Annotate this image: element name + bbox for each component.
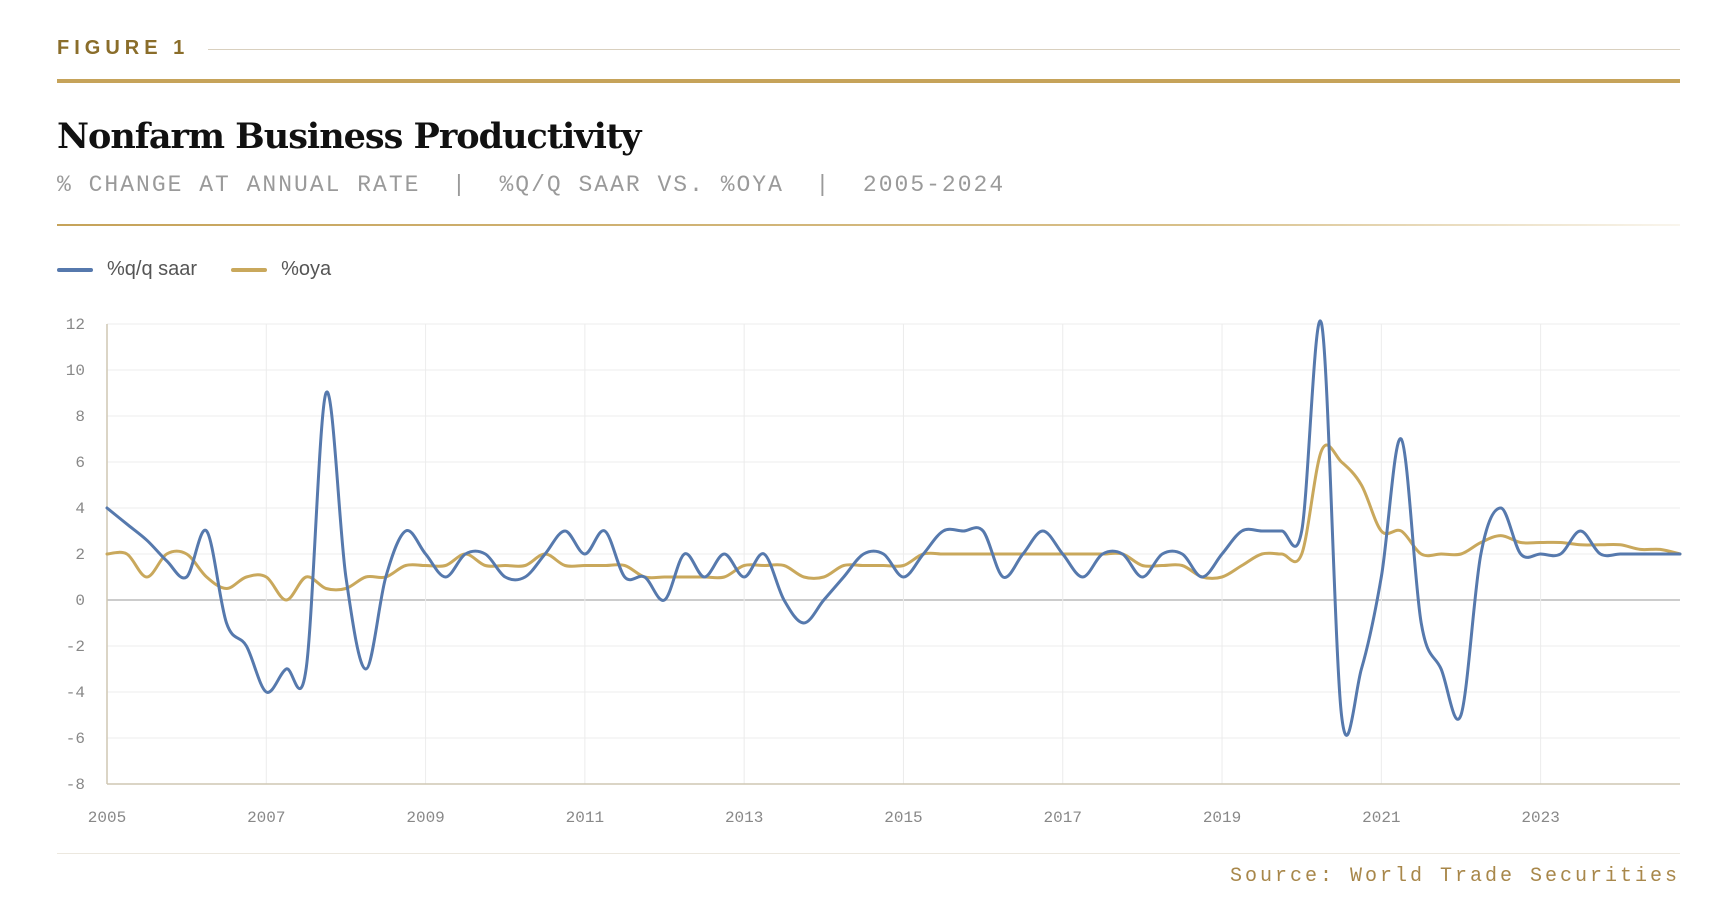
y-tick-label: -6 (66, 730, 85, 748)
legend-swatch-qq (57, 267, 93, 272)
y-tick-label: -2 (66, 638, 85, 656)
x-tick-label: 2017 (1044, 809, 1082, 827)
x-tick-label: 2023 (1521, 809, 1559, 827)
x-tick-label: 2007 (247, 809, 285, 827)
figure-label: FIGURE 1 (57, 37, 190, 59)
legend-label-qq: %q/q saar (107, 258, 198, 280)
y-tick-label: -4 (66, 684, 85, 702)
x-tick-label: 2013 (725, 809, 763, 827)
x-tick-label: 2021 (1362, 809, 1400, 827)
footer-divider (57, 853, 1680, 854)
chart-subtitle: % CHANGE AT ANNUAL RATE | %Q/Q SAAR VS. … (57, 172, 1006, 198)
x-tick-label: 2005 (88, 809, 126, 827)
series-line-qq-saar (105, 319, 1682, 737)
y-tick-label: 10 (66, 362, 85, 380)
legend-label-oya: %oya (281, 258, 332, 280)
y-tick-label: 12 (66, 316, 85, 334)
x-tick-label: 2011 (566, 809, 604, 827)
figure-label-rule (208, 49, 1680, 50)
y-tick-label: 8 (75, 408, 85, 426)
x-tick-label: 2009 (406, 809, 444, 827)
legend: %q/q saar %oya (57, 258, 365, 281)
chart-title: Nonfarm Business Productivity (57, 116, 641, 157)
legend-item-qq: %q/q saar (57, 258, 197, 281)
y-tick-label: 4 (75, 500, 85, 518)
y-tick-label: 2 (75, 546, 85, 564)
y-tick-label: 0 (75, 592, 85, 610)
header-accent-rule (57, 79, 1680, 83)
y-tick-label: -8 (66, 776, 85, 794)
series-line-oya (105, 443, 1682, 602)
header-divider (57, 224, 1680, 226)
y-tick-label: 6 (75, 454, 85, 472)
legend-swatch-oya (231, 267, 268, 272)
x-tick-label: 2019 (1203, 809, 1241, 827)
source-note: Source: World Trade Securities (1229, 865, 1680, 888)
legend-item-oya: %oya (231, 258, 331, 281)
x-tick-label: 2015 (884, 809, 922, 827)
